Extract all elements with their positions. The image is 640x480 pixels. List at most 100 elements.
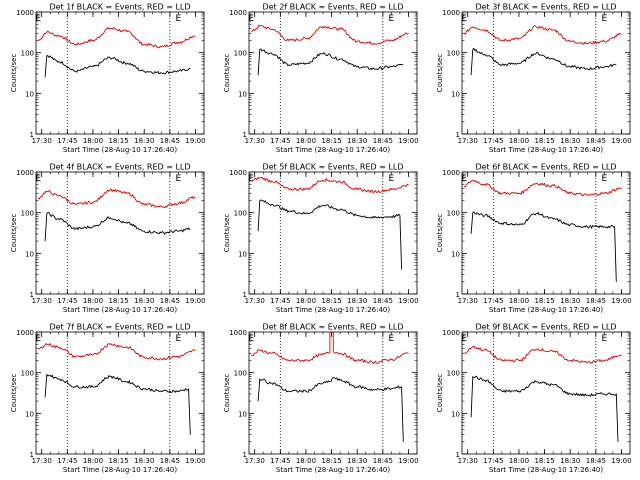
events-series-line xyxy=(44,374,191,435)
y-tick-label: 1 xyxy=(456,131,460,139)
panel-2: Det 2f BLACK = Events, RED = LLD 1 10 100 10… xyxy=(223,3,419,155)
y-tick-label: 1000 xyxy=(16,329,34,337)
y-tick-label: 100 xyxy=(447,370,460,378)
event-marker: E xyxy=(176,14,182,24)
x-tick-label: 17:45 xyxy=(270,457,290,465)
y-tick-label: 1 xyxy=(243,451,247,459)
x-tick-label: 18:30 xyxy=(560,137,580,145)
x-tick-label: 18:00 xyxy=(296,137,316,145)
x-tick-label: 18:00 xyxy=(509,297,529,305)
x-tick-label: 18:30 xyxy=(347,457,367,465)
x-tick-label: 18:15 xyxy=(534,137,554,145)
x-tick-label: 17:45 xyxy=(483,137,503,145)
y-tick-label: 1000 xyxy=(16,169,34,177)
event-marker: E xyxy=(389,334,395,344)
plot-frame xyxy=(248,171,418,295)
x-tick-label: 17:45 xyxy=(57,457,77,465)
x-tick-label: 18:00 xyxy=(83,297,103,305)
y-tick-label: 100 xyxy=(447,50,460,58)
event-marker: E xyxy=(461,174,467,184)
x-tick-label: 17:45 xyxy=(483,297,503,305)
x-tick-label: 19:00 xyxy=(398,457,418,465)
x-tick-label: 18:30 xyxy=(560,457,580,465)
lld-series-line xyxy=(251,331,409,365)
plot-frame xyxy=(461,171,631,295)
x-tick-label: 18:15 xyxy=(321,457,341,465)
events-series-line xyxy=(44,212,191,242)
event-marker: E xyxy=(35,334,41,344)
event-marker: E xyxy=(248,334,254,344)
x-axis-label: Start Time (28-Aug-10 17:26:40) xyxy=(276,306,390,314)
x-tick-label: 19:00 xyxy=(398,297,418,305)
x-tick-label: 18:45 xyxy=(373,457,393,465)
x-axis-label: Start Time (28-Aug-10 17:26:40) xyxy=(63,146,177,154)
y-tick-label: 10 xyxy=(238,90,247,98)
panel-title: Det 5f BLACK = Events, RED = LLD xyxy=(262,163,403,172)
lld-series-line xyxy=(464,179,622,197)
x-tick-label: 17:30 xyxy=(458,137,478,145)
y-tick-label: 1 xyxy=(30,451,34,459)
events-series-line xyxy=(470,375,619,442)
panel-title: Det 9f BLACK = Events, RED = LLD xyxy=(475,323,616,332)
panel-title: Det 7f BLACK = Events, RED = LLD xyxy=(49,323,190,332)
plot-frame xyxy=(461,331,631,455)
x-axis-label: Start Time (28-Aug-10 17:26:40) xyxy=(63,466,177,474)
x-tick-label: 17:30 xyxy=(32,297,52,305)
x-tick-label: 18:00 xyxy=(296,457,316,465)
y-axis-label: Counts/sec xyxy=(223,214,231,253)
x-tick-label: 18:45 xyxy=(586,457,606,465)
x-tick-label: 18:15 xyxy=(321,137,341,145)
panel-title: Det 4f BLACK = Events, RED = LLD xyxy=(49,163,190,172)
y-tick-label: 1 xyxy=(30,131,34,139)
panel-1: Det 1f BLACK = Events, RED = LLD 1 10 100 10… xyxy=(10,3,206,155)
x-tick-label: 17:45 xyxy=(57,137,77,145)
x-tick-label: 18:15 xyxy=(108,137,128,145)
x-axis-label: Start Time (28-Aug-10 17:26:40) xyxy=(276,466,390,474)
panel-7: Det 7f BLACK = Events, RED = LLD 1 10 100 10… xyxy=(10,323,206,475)
x-tick-label: 18:00 xyxy=(296,297,316,305)
x-axis-label: Start Time (28-Aug-10 17:26:40) xyxy=(63,306,177,314)
y-tick-label: 1000 xyxy=(229,169,247,177)
lld-series-line xyxy=(38,26,196,49)
panel-4: Det 4f BLACK = Events, RED = LLD 1 10 100 10… xyxy=(10,163,206,315)
lld-series-line xyxy=(464,345,622,364)
event-marker: E xyxy=(602,14,608,24)
x-tick-label: 18:30 xyxy=(134,137,154,145)
y-tick-label: 10 xyxy=(451,410,460,418)
panel-8: Det 8f BLACK = Events, RED = LLD 1 10 100 10… xyxy=(223,323,419,475)
y-tick-label: 1000 xyxy=(442,9,460,17)
panel-3: Det 3f BLACK = Events, RED = LLD 1 10 100 10… xyxy=(436,3,632,155)
y-tick-label: 100 xyxy=(234,370,247,378)
x-tick-label: 17:45 xyxy=(270,137,290,145)
x-tick-label: 17:30 xyxy=(458,297,478,305)
x-tick-label: 19:00 xyxy=(185,457,205,465)
y-axis-label: Counts/sec xyxy=(223,54,231,93)
events-series-line xyxy=(44,55,191,78)
y-tick-label: 10 xyxy=(25,250,34,258)
y-tick-label: 100 xyxy=(21,370,34,378)
event-marker: E xyxy=(461,14,467,24)
event-marker: E xyxy=(461,334,467,344)
x-tick-label: 18:15 xyxy=(108,297,128,305)
x-tick-label: 18:30 xyxy=(347,137,367,145)
event-marker: E xyxy=(389,174,395,184)
x-axis-label: Start Time (28-Aug-10 17:26:40) xyxy=(489,306,603,314)
panel-9: Det 9f BLACK = Events, RED = LLD 1 10 100 10… xyxy=(436,323,632,475)
panel-title: Det 8f BLACK = Events, RED = LLD xyxy=(262,323,403,332)
plot-frame xyxy=(35,11,205,135)
lld-series-line xyxy=(251,24,409,45)
events-series-line xyxy=(257,199,403,270)
y-tick-label: 10 xyxy=(451,250,460,258)
y-axis-label: Counts/sec xyxy=(436,374,444,413)
y-tick-label: 100 xyxy=(447,210,460,218)
y-tick-label: 1000 xyxy=(16,9,34,17)
x-tick-label: 19:00 xyxy=(398,137,418,145)
y-tick-label: 10 xyxy=(238,410,247,418)
event-marker: E xyxy=(35,174,41,184)
x-tick-label: 18:00 xyxy=(83,457,103,465)
event-marker: E xyxy=(389,14,395,24)
x-tick-label: 17:30 xyxy=(245,137,265,145)
lld-series-line xyxy=(463,25,622,45)
events-series-line xyxy=(470,47,617,76)
